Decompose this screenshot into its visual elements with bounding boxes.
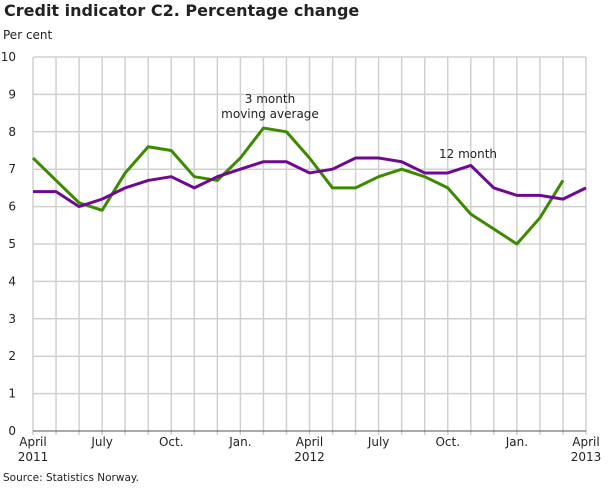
y-tick-label: 9 [8, 87, 16, 101]
y-tick-label: 2 [8, 349, 16, 363]
series-annotation: moving average [221, 107, 319, 121]
x-tick-label: July [90, 435, 113, 449]
series-annotation: 3 month [245, 92, 295, 106]
x-tick-label: April [572, 435, 599, 449]
x-tick-label: Oct. [435, 435, 460, 449]
chart-title: Credit indicator C2. Percentage change [4, 1, 360, 20]
x-tick-label: April [296, 435, 323, 449]
y-tick-label: 8 [8, 125, 16, 139]
y-tick-label: 1 [8, 387, 16, 401]
x-tick-label: July [367, 435, 390, 449]
x-tick-year: 2011 [18, 450, 49, 464]
y-axis-label: Per cent [3, 28, 53, 42]
x-tick-year: 2013 [571, 450, 602, 464]
y-tick-label: 3 [8, 312, 16, 326]
y-tick-label: 6 [8, 200, 16, 214]
y-tick-label: 0 [8, 424, 16, 438]
x-tick-label: April [19, 435, 46, 449]
x-tick-label: Oct. [159, 435, 184, 449]
source-note: Source: Statistics Norway. [3, 472, 139, 484]
series-annotation: 12 month [439, 147, 497, 161]
y-tick-label: 4 [8, 274, 16, 288]
x-tick-year: 2012 [294, 450, 325, 464]
x-tick-label: Jan. [228, 435, 251, 449]
y-tick-label: 10 [1, 50, 16, 64]
series-line-3-month [31, 126, 565, 246]
x-tick-label: Jan. [505, 435, 528, 449]
y-tick-label: 7 [8, 162, 16, 176]
y-tick-label: 5 [8, 237, 16, 251]
